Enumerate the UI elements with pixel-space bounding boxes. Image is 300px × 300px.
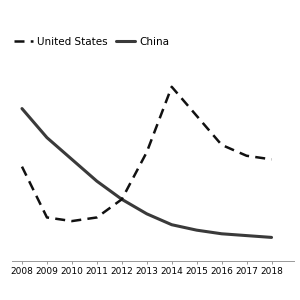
Line: United States: United States xyxy=(22,87,272,221)
United States xyxy=(95,216,99,219)
United States xyxy=(45,216,49,219)
China xyxy=(270,236,273,239)
China xyxy=(120,197,124,201)
United States xyxy=(170,85,173,88)
China xyxy=(220,232,224,236)
United States xyxy=(70,219,74,223)
China xyxy=(70,158,74,161)
China xyxy=(195,228,199,232)
United States xyxy=(120,197,124,201)
United States xyxy=(145,150,148,154)
United States xyxy=(270,158,273,161)
China xyxy=(45,136,49,140)
United States xyxy=(20,165,24,168)
China xyxy=(145,212,148,216)
China xyxy=(170,223,173,226)
China xyxy=(20,107,24,110)
Line: China: China xyxy=(22,109,272,237)
United States xyxy=(245,154,248,158)
China xyxy=(245,234,248,237)
United States xyxy=(195,114,199,118)
China xyxy=(95,179,99,183)
United States xyxy=(220,143,224,147)
Legend: United States, China: United States, China xyxy=(14,37,169,47)
